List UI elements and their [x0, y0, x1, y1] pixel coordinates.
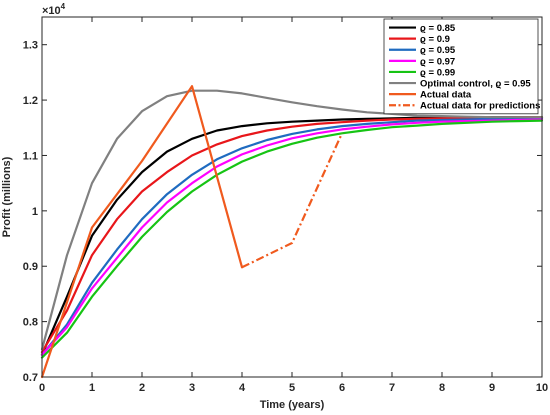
y-tick-label: 0.7 — [23, 372, 38, 384]
x-tick-label: 3 — [189, 382, 195, 394]
y-tick-label: 0.9 — [23, 261, 38, 273]
x-tick-label: 6 — [339, 382, 345, 394]
series-line-5 — [40, 119, 544, 359]
series-line-8 — [241, 132, 344, 269]
y-axis: 0.7 0.8 0.9 1 1.1 1.2 1.3 — [23, 40, 542, 384]
x-tick-label: 1 — [89, 382, 95, 394]
x-tick-label: 0 — [39, 382, 45, 394]
x-axis-title: Time (years) — [260, 399, 325, 411]
legend: ϱ = 0.85ϱ = 0.9ϱ = 0.95ϱ = 0.97ϱ = 0.99O… — [383, 18, 540, 115]
legend-label: Actual data — [420, 90, 472, 101]
legend-label: ϱ = 0.85 — [420, 23, 456, 34]
y-tick-label: 1.3 — [23, 40, 38, 52]
y-tick-label: 1 — [32, 206, 38, 218]
legend-label: ϱ = 0.95 — [420, 45, 456, 56]
x-tick-label: 4 — [239, 382, 246, 394]
y-tick-label: 0.8 — [23, 317, 38, 329]
series-line-4 — [40, 118, 544, 356]
x-tick-label: 2 — [139, 382, 145, 394]
x-tick-label: 8 — [439, 382, 445, 394]
x-tick-label: 5 — [289, 382, 295, 394]
legend-label: Optimal control, ϱ = 0.95 — [420, 78, 531, 89]
legend-label: ϱ = 0.99 — [420, 67, 455, 78]
legend-label: ϱ = 0.9 — [420, 34, 450, 45]
x-tick-label: 9 — [489, 382, 495, 394]
legend-label: ϱ = 0.97 — [420, 56, 455, 67]
legend-label: Actual data for predictions — [420, 101, 540, 112]
y-axis-title: Profit (millions) — [1, 156, 13, 237]
series-line-2 — [40, 116, 544, 354]
series-line-7 — [40, 85, 244, 379]
x-tick-label: 10 — [536, 382, 548, 394]
series-line-3 — [40, 117, 544, 356]
y-tick-label: 1.2 — [23, 95, 38, 107]
x-tick-label: 7 — [389, 382, 395, 394]
series-layer — [40, 85, 544, 379]
y-tick-label: 1.1 — [23, 150, 38, 162]
legend-box — [383, 18, 539, 115]
y-exponent-label: ×104 — [42, 2, 66, 17]
series-line-6 — [40, 89, 544, 351]
